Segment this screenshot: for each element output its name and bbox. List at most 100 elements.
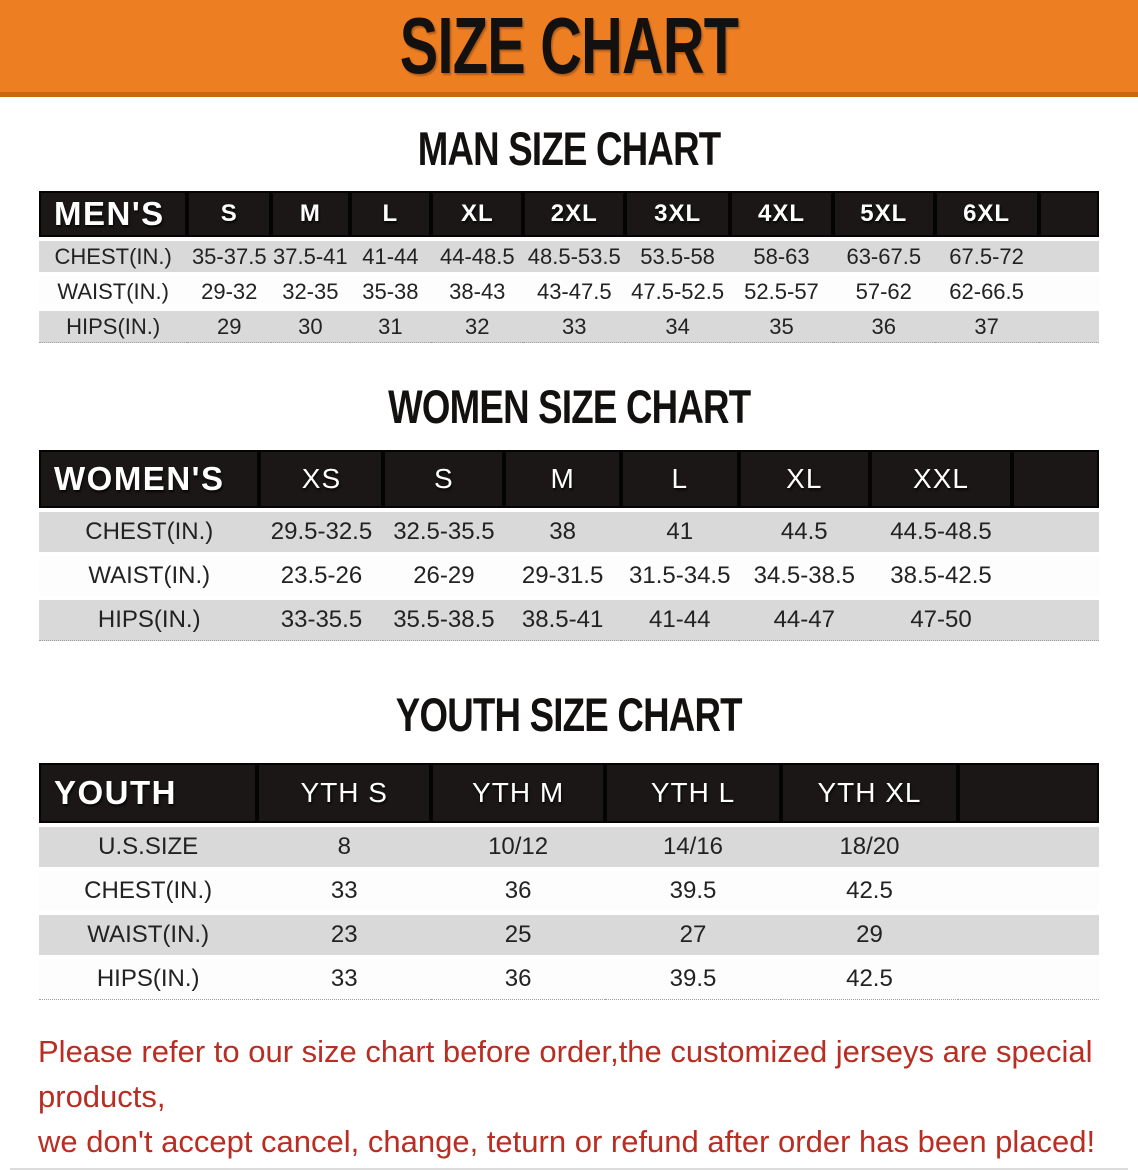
- size-cell: 29-32: [187, 276, 272, 307]
- column-header-3xl: 3XL: [625, 191, 731, 237]
- women-size-table: WOMEN'S XS S M L XL XXL CHEST(IN.) 29.5-32.5 32.5…: [39, 446, 1099, 645]
- row-label: WAIST(IN.): [39, 276, 188, 307]
- column-header-2xl: 2XL: [523, 191, 626, 237]
- column-header-yth-l: YTH L: [605, 763, 781, 823]
- size-cell: 39.5: [605, 959, 781, 1000]
- size-cell: 41-44: [349, 241, 432, 272]
- column-header-5xl: 5XL: [832, 191, 935, 237]
- size-cell: 34: [625, 311, 731, 343]
- row-spacer: [1012, 600, 1099, 641]
- header-spacer: [1012, 450, 1099, 508]
- size-cell: 32-35: [271, 276, 350, 307]
- column-header-yth-xl: YTH XL: [780, 763, 958, 823]
- table-header-row: WOMEN'S XS S M L XL XXL: [39, 450, 1099, 508]
- size-cell: 33: [523, 311, 626, 343]
- table-corner-label: WOMEN'S: [39, 450, 260, 508]
- size-cell: 67.5-72: [934, 241, 1039, 272]
- size-cell: 25: [431, 915, 606, 955]
- row-label: HIPS(IN.): [39, 311, 188, 343]
- size-cell: 32: [431, 311, 524, 343]
- size-cell: 48.5-53.5: [523, 241, 626, 272]
- row-label: CHEST(IN.): [39, 512, 260, 552]
- size-cell: 26-29: [383, 556, 505, 596]
- size-cell: 57-62: [832, 276, 935, 307]
- size-cell: 41-44: [620, 600, 739, 641]
- size-cell: 44-47: [738, 600, 870, 641]
- size-cell: 38: [504, 512, 621, 552]
- row-spacer: [1038, 241, 1099, 272]
- column-header-xl: XL: [738, 450, 870, 508]
- youth-section: YOUTH SIZE CHART YOUTH YTH S YTH M YTH L YTH…: [0, 689, 1138, 1004]
- column-header-l: L: [349, 191, 432, 237]
- table-row: CHEST(IN.) 33 36 39.5 42.5: [39, 871, 1099, 911]
- women-section: WOMEN SIZE CHART WOMEN'S XS S M L XL XXL CHEST(…: [0, 381, 1138, 645]
- size-cell: 35: [730, 311, 833, 343]
- row-label: WAIST(IN.): [39, 556, 260, 596]
- men-size-table: MEN'S S M L XL 2XL 3XL 4XL 5XL 6XL CHEST(IN.) 35-37…: [39, 187, 1099, 347]
- men-section-title: MAN SIZE CHART: [417, 122, 721, 175]
- size-cell: 27: [605, 915, 781, 955]
- size-cell: 42.5: [780, 871, 958, 911]
- size-cell: 37: [934, 311, 1039, 343]
- size-cell: 38.5-41: [504, 600, 621, 641]
- size-cell: 30: [271, 311, 350, 343]
- column-header-yth-m: YTH M: [431, 763, 606, 823]
- row-label: WAIST(IN.): [39, 915, 258, 955]
- column-header-xl: XL: [431, 191, 524, 237]
- size-cell: 29: [187, 311, 272, 343]
- disclaimer-line-2: we don't accept cancel, change, teturn o…: [38, 1124, 1096, 1159]
- size-cell: 47.5-52.5: [625, 276, 731, 307]
- table-header-row: YOUTH YTH S YTH M YTH L YTH XL: [39, 763, 1099, 823]
- size-cell: 37.5-41: [271, 241, 350, 272]
- size-cell: 39.5: [605, 871, 781, 911]
- row-label: U.S.SIZE: [39, 827, 258, 867]
- row-spacer: [957, 871, 1099, 911]
- size-cell: 18/20: [780, 827, 958, 867]
- size-cell: 38-43: [431, 276, 524, 307]
- women-section-title: WOMEN SIZE CHART: [387, 380, 751, 433]
- size-cell: 41: [620, 512, 739, 552]
- row-spacer: [1038, 311, 1099, 343]
- size-cell: 10/12: [431, 827, 606, 867]
- size-cell: 23.5-26: [259, 556, 384, 596]
- column-header-6xl: 6XL: [934, 191, 1039, 237]
- table-row: HIPS(IN.) 33 36 39.5 42.5: [39, 959, 1099, 1000]
- table-header-row: MEN'S S M L XL 2XL 3XL 4XL 5XL 6XL: [39, 191, 1099, 237]
- size-cell: 23: [257, 915, 432, 955]
- size-cell: 35.5-38.5: [383, 600, 505, 641]
- size-cell: 31: [349, 311, 432, 343]
- table-row: WAIST(IN.) 23.5-26 26-29 29-31.5 31.5-34.5 34…: [39, 556, 1099, 596]
- size-cell: 44.5: [738, 512, 870, 552]
- row-label: HIPS(IN.): [39, 959, 258, 1000]
- row-spacer: [957, 827, 1099, 867]
- column-header-m: M: [504, 450, 621, 508]
- table-corner-label: YOUTH: [39, 763, 258, 823]
- table-row: WAIST(IN.) 29-32 32-35 35-38 38-43 43-47.5 47.…: [39, 276, 1099, 307]
- table-row: CHEST(IN.) 35-37.5 37.5-41 41-44 44-48.5 48.5…: [39, 241, 1099, 272]
- men-section: MAN SIZE CHART MEN'S S M L XL 2XL 3XL 4XL 5XL 6XL…: [0, 123, 1138, 347]
- size-cell: 35-37.5: [187, 241, 272, 272]
- column-header-4xl: 4XL: [730, 191, 833, 237]
- size-cell: 53.5-58: [625, 241, 731, 272]
- column-header-s: S: [187, 191, 272, 237]
- row-spacer: [957, 915, 1099, 955]
- youth-section-title: YOUTH SIZE CHART: [396, 688, 743, 741]
- row-label: CHEST(IN.): [39, 241, 188, 272]
- table-row: U.S.SIZE 8 10/12 14/16 18/20: [39, 827, 1099, 867]
- size-cell: 58-63: [730, 241, 833, 272]
- size-cell: 44.5-48.5: [870, 512, 1013, 552]
- size-cell: 44-48.5: [431, 241, 524, 272]
- size-cell: 8: [257, 827, 432, 867]
- table-row: CHEST(IN.) 29.5-32.5 32.5-35.5 38 41 44.5 44.5…: [39, 512, 1099, 552]
- banner: SIZE CHART: [0, 0, 1138, 97]
- size-cell: 42.5: [780, 959, 958, 1000]
- table-row: HIPS(IN.) 33-35.5 35.5-38.5 38.5-41 41-44 44-…: [39, 600, 1099, 641]
- column-header-xs: XS: [259, 450, 384, 508]
- row-spacer: [957, 959, 1099, 1000]
- size-cell: 62-66.5: [934, 276, 1039, 307]
- disclaimer-text: Please refer to our size chart before or…: [0, 1029, 1138, 1164]
- size-cell: 52.5-57: [730, 276, 833, 307]
- column-header-s: S: [383, 450, 505, 508]
- row-label: CHEST(IN.): [39, 871, 258, 911]
